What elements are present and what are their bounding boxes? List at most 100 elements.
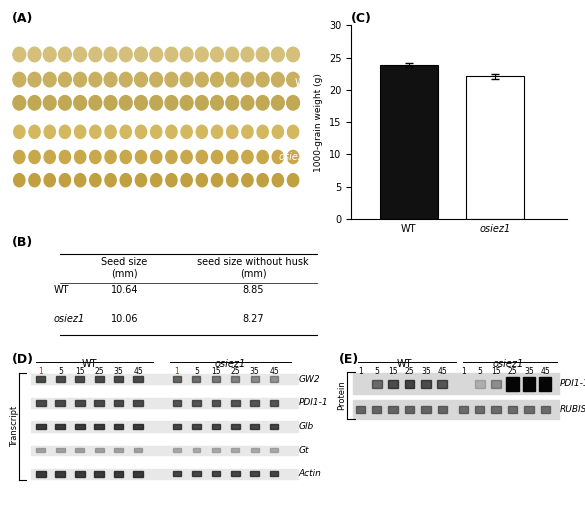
Bar [173,448,181,452]
Bar [250,423,259,429]
Bar [173,423,181,429]
Bar [507,377,518,390]
Bar [270,400,278,406]
Text: 15: 15 [75,367,85,377]
Ellipse shape [13,150,25,163]
Bar [212,471,220,476]
Text: Transcript: Transcript [9,406,19,447]
Bar [36,448,45,453]
Ellipse shape [28,47,41,62]
Ellipse shape [181,150,192,163]
Text: 45: 45 [133,367,143,377]
Ellipse shape [257,125,269,138]
Bar [94,400,104,406]
Bar [372,406,381,413]
Ellipse shape [29,125,40,138]
Bar [36,471,46,476]
Ellipse shape [90,125,101,138]
Ellipse shape [287,72,300,87]
Bar [251,448,259,452]
Ellipse shape [166,150,177,163]
Text: (B): (B) [12,236,33,249]
Ellipse shape [119,96,132,110]
Ellipse shape [119,47,132,62]
Ellipse shape [89,72,102,87]
Bar [114,448,123,453]
Ellipse shape [43,96,56,110]
Ellipse shape [180,96,193,110]
Text: 5: 5 [194,367,199,377]
Bar [56,448,65,453]
Ellipse shape [211,174,223,187]
Ellipse shape [287,47,300,62]
Ellipse shape [104,47,117,62]
Ellipse shape [13,96,26,110]
Bar [56,471,65,476]
Text: osiez1: osiez1 [215,358,246,369]
Bar [56,400,65,406]
Ellipse shape [150,72,163,87]
Bar [438,406,447,413]
Bar [405,406,414,413]
Ellipse shape [13,125,25,138]
Ellipse shape [135,174,147,187]
Ellipse shape [226,150,238,163]
Ellipse shape [58,47,71,62]
Bar [491,380,501,387]
Bar [56,376,65,382]
Ellipse shape [166,174,177,187]
Bar [353,374,559,394]
Ellipse shape [241,47,254,62]
Ellipse shape [287,125,299,138]
Bar [212,423,220,429]
Ellipse shape [226,174,238,187]
Ellipse shape [105,125,116,138]
Ellipse shape [74,96,87,110]
Ellipse shape [13,47,26,62]
Bar [356,406,365,413]
Bar [270,377,278,382]
Bar [192,423,201,429]
Bar [36,376,46,382]
Text: 1: 1 [358,367,363,377]
Ellipse shape [89,96,102,110]
Bar [36,400,46,406]
Text: osiez1: osiez1 [278,152,310,162]
Text: 25: 25 [94,367,104,377]
Ellipse shape [120,150,132,163]
Bar [133,423,143,430]
Bar [231,471,239,476]
Bar [113,423,123,430]
Bar [56,423,65,430]
Ellipse shape [272,174,284,187]
Text: Seed size
(mm): Seed size (mm) [101,257,147,278]
Bar [421,406,431,413]
Text: 10.64: 10.64 [111,285,138,295]
Text: (C): (C) [351,12,372,25]
Bar [113,400,123,406]
Ellipse shape [44,174,56,187]
Ellipse shape [58,96,71,110]
Bar [31,446,298,455]
Bar [36,423,46,430]
Ellipse shape [211,47,223,62]
Bar [75,448,84,453]
Text: Actin: Actin [298,469,321,478]
Ellipse shape [105,174,116,187]
Ellipse shape [166,125,177,138]
Bar [270,448,278,452]
Text: 15: 15 [388,367,398,377]
Text: 1: 1 [174,367,180,377]
Text: (A): (A) [12,12,33,25]
Bar [114,376,123,382]
Ellipse shape [28,96,41,110]
Text: Protein: Protein [338,381,346,410]
Bar [421,380,431,387]
Text: 15: 15 [491,367,501,377]
Ellipse shape [256,96,269,110]
Ellipse shape [90,150,101,163]
Ellipse shape [135,125,147,138]
Ellipse shape [74,72,87,87]
Ellipse shape [44,125,56,138]
Bar [250,400,259,406]
